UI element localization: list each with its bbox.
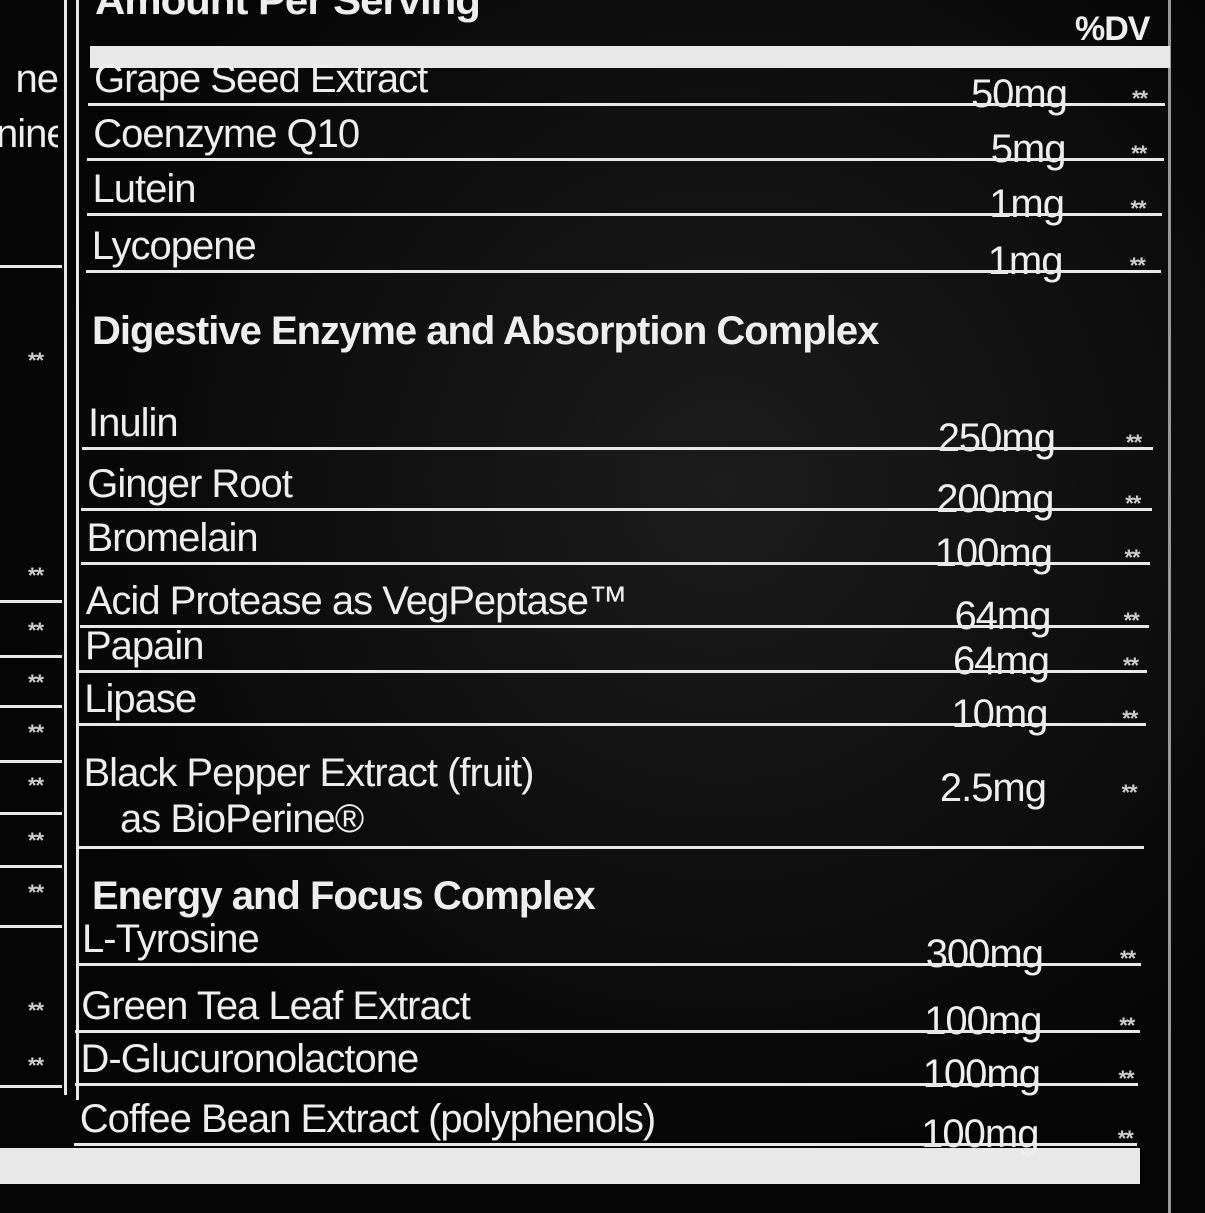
left-daily-value: ** xyxy=(28,828,44,853)
ingredient-name: D-Glucuronolactone xyxy=(80,1037,420,1081)
ingredient-name: Grape Seed Extract xyxy=(94,57,428,101)
section-title: Digestive Enzyme and Absorption Complex xyxy=(92,309,879,353)
left-daily-value: ** xyxy=(28,618,44,643)
ingredient-name: Papain xyxy=(85,624,205,668)
row-rule xyxy=(80,562,1150,565)
daily-value: ** xyxy=(1119,1013,1135,1038)
daily-value: ** xyxy=(1123,608,1140,633)
ingredient-amount: 2.5mg xyxy=(939,766,1047,810)
left-rule xyxy=(0,655,62,658)
ingredient-amount: 10mg xyxy=(951,692,1048,736)
row-rule xyxy=(86,213,1162,216)
left-daily-value: ** xyxy=(28,348,44,373)
daily-value: ** xyxy=(1121,780,1138,805)
row-rule xyxy=(78,723,1146,726)
daily-value: ** xyxy=(1132,86,1148,111)
ingredient-name: L-Tyrosine xyxy=(82,917,260,961)
ingredient-name: Inulin xyxy=(88,401,179,445)
ingredient-name: Black Pepper Extract (fruit) xyxy=(83,751,535,795)
ingredient-amount: 5mg xyxy=(990,127,1067,171)
daily-value: ** xyxy=(1126,430,1142,455)
left-text: ne xyxy=(15,58,59,100)
daily-value: ** xyxy=(1125,491,1141,516)
daily-value: ** xyxy=(1117,1126,1134,1151)
ingredient-name: Acid Protease as VegPeptase™ xyxy=(85,579,628,623)
ingredient-amount: 64mg xyxy=(952,639,1050,683)
left-rule xyxy=(0,600,62,603)
left-rule xyxy=(0,925,62,928)
ingredient-name: Lipase xyxy=(84,677,197,721)
header-dv: %DV xyxy=(1075,10,1150,48)
ingredient-name: Green Tea Leaf Extract xyxy=(81,984,471,1028)
column-rule xyxy=(76,0,79,1100)
ingredient-amount: 1mg xyxy=(989,182,1065,226)
row-rule xyxy=(87,158,1164,161)
left-daily-value: ** xyxy=(28,720,44,745)
footer-bar xyxy=(0,1148,1140,1184)
daily-value: ** xyxy=(1120,946,1136,971)
ingredient-amount: 100mg xyxy=(921,1112,1039,1156)
left-daily-value: ** xyxy=(28,773,44,798)
ingredient-amount: 100mg xyxy=(934,531,1053,575)
row-rule xyxy=(88,103,1165,106)
ingredient-amount: 64mg xyxy=(954,594,1051,638)
ingredient-name: Ginger Root xyxy=(87,462,293,506)
daily-value: ** xyxy=(1118,1066,1135,1091)
ingredient-amount: 250mg xyxy=(937,416,1056,460)
left-rule xyxy=(0,705,62,708)
row-rule xyxy=(81,508,1152,511)
ingredient-amount: 200mg xyxy=(936,477,1054,521)
column-rule xyxy=(64,0,67,1095)
daily-value: ** xyxy=(1123,653,1139,678)
left-rule xyxy=(0,865,62,868)
left-daily-value: ** xyxy=(28,670,44,695)
left-daily-value: ** xyxy=(28,1053,44,1078)
left-rule xyxy=(0,812,62,815)
left-daily-value: ** xyxy=(28,563,44,588)
ingredient-amount: 1mg xyxy=(987,239,1064,283)
ingredient-amount: 50mg xyxy=(970,72,1068,116)
daily-value: ** xyxy=(1131,141,1147,166)
ingredient-name: Coffee Bean Extract (polyphenols) xyxy=(79,1097,656,1141)
row-rule xyxy=(75,1030,1140,1033)
ingredient-amount: 100mg xyxy=(922,1052,1041,1096)
row-rule xyxy=(76,963,1141,966)
left-rule xyxy=(0,1085,62,1088)
row-rule xyxy=(85,270,1161,273)
left-rule xyxy=(0,265,62,268)
row-rule xyxy=(82,447,1153,450)
ingredient-amount: 100mg xyxy=(924,999,1042,1043)
left-text: nine xyxy=(0,113,58,155)
ingredient-name-cont: as BioPerine® xyxy=(120,797,364,841)
daily-value: ** xyxy=(1129,253,1146,278)
row-rule xyxy=(74,1083,1138,1086)
daily-value: ** xyxy=(1124,545,1141,570)
section-title: Energy and Focus Complex xyxy=(92,874,596,918)
daily-value: ** xyxy=(1130,196,1147,221)
row-rule xyxy=(77,846,1144,849)
ingredient-name: Lycopene xyxy=(91,224,257,268)
ingredient-amount: 300mg xyxy=(925,932,1044,976)
ingredient-name: Bromelain xyxy=(86,516,259,560)
left-rule xyxy=(0,760,62,763)
header-title: Amount Per Serving xyxy=(95,0,481,23)
left-daily-value: ** xyxy=(28,880,44,905)
left-daily-value: ** xyxy=(28,998,44,1023)
ingredient-name: Lutein xyxy=(92,167,197,211)
ingredient-name: Coenzyme Q10 xyxy=(93,112,360,156)
row-rule xyxy=(79,670,1147,673)
right-border xyxy=(1168,0,1171,1213)
row-rule xyxy=(79,625,1149,628)
daily-value: ** xyxy=(1122,706,1138,731)
header-bar xyxy=(90,46,1170,68)
row-rule xyxy=(73,1143,1137,1146)
